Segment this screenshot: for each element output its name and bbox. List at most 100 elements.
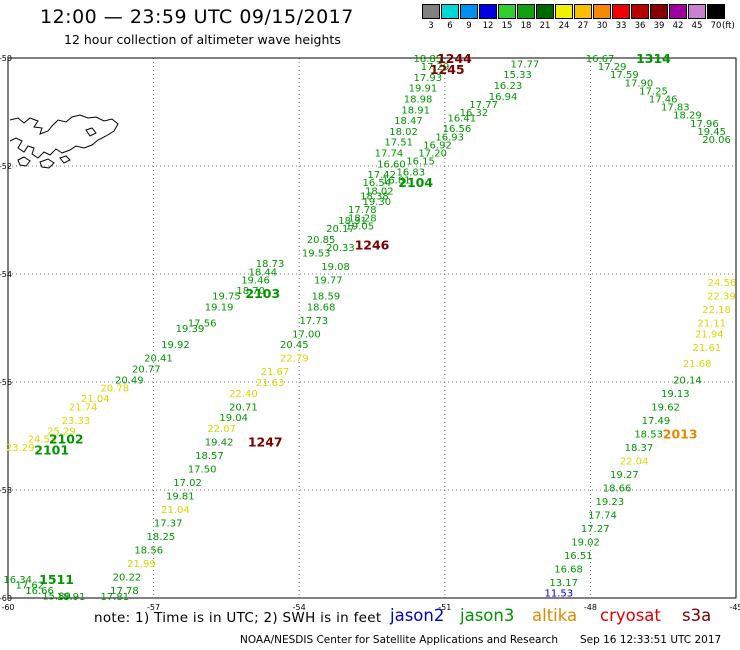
satellite-altika: altika	[532, 606, 578, 625]
wave-height-value: 17.96	[690, 119, 719, 130]
wave-height-value: 17.62	[16, 581, 45, 592]
legend-swatch	[422, 4, 440, 19]
wave-height-value: 19.62	[651, 402, 680, 413]
pass-time-label: 1245	[430, 62, 465, 77]
wave-height-value: 17.74	[588, 510, 617, 521]
wave-height-value: 11.53	[545, 589, 574, 600]
page-subtitle: 12 hour collection of altimeter wave hei…	[64, 32, 341, 47]
wave-height-value: 18.57	[195, 451, 224, 462]
legend-swatch	[441, 4, 459, 19]
wave-height-value: 23.33	[62, 416, 91, 427]
legend-swatch	[631, 4, 649, 19]
wave-height-value: 16.81	[382, 176, 411, 187]
wave-height-value: 25.29	[47, 427, 76, 438]
wave-height-value: 20.17	[326, 224, 355, 235]
legend-value: 70	[710, 21, 722, 31]
wave-height-value: 17.90	[625, 78, 654, 89]
wave-height-value: 19.92	[161, 340, 190, 351]
wave-height-value: 19.23	[595, 497, 624, 508]
wave-height-value: 16.32	[460, 108, 489, 119]
wave-height-value: 22.04	[620, 456, 649, 467]
wave-height-value: 17.25	[639, 86, 668, 97]
wave-height-value: 17.93	[413, 73, 442, 84]
legend-swatch	[688, 4, 706, 19]
wave-height-value: 18.91	[401, 105, 430, 116]
legend-swatch	[536, 4, 554, 19]
wave-height-value: 18.66	[603, 483, 632, 494]
wave-height-value: 17.59	[610, 70, 639, 81]
wave-height-value: 21.04	[81, 394, 110, 405]
wave-height-value: 18.31	[338, 216, 367, 227]
satellite-jason3: jason3	[460, 606, 515, 625]
wave-height-value: 16.15	[406, 157, 435, 168]
wave-height-value: 18.44	[248, 267, 277, 278]
wave-height-value: 19.04	[219, 413, 248, 424]
pass-time-label: 2103	[245, 286, 280, 301]
pass-time-label: 2013	[663, 426, 698, 441]
pass-time-label: 2104	[398, 175, 433, 190]
legend-swatch	[669, 4, 687, 19]
legend-value: 33	[615, 21, 627, 31]
latitude-label: -50	[0, 54, 12, 63]
wave-height-value: 18.25	[147, 532, 176, 543]
latitude-label: -58	[0, 486, 12, 495]
wave-height-value: 21.63	[256, 378, 285, 389]
wave-height-value: 19.02	[571, 537, 600, 548]
longitude-label: -45	[729, 603, 740, 612]
wave-height-value: 16.41	[447, 113, 476, 124]
wave-height-value: 17.29	[598, 62, 627, 73]
page-title: 12:00 — 23:59 UTC 09/15/2017	[40, 6, 354, 28]
legend-value: 39	[653, 21, 665, 31]
wave-height-value: 16.68	[554, 564, 583, 575]
legend-swatch	[517, 4, 535, 19]
latitude-label: -60	[0, 594, 12, 603]
wave-height-value: 16.60	[377, 159, 406, 170]
wave-height-value: 16.23	[494, 81, 523, 92]
wave-height-value: 16.34	[3, 575, 32, 586]
footer-credit: NOAA/NESDIS Center for Satellite Applica…	[240, 634, 558, 646]
wave-height-value: 17.83	[661, 103, 690, 114]
longitude-label: -51	[438, 603, 451, 612]
longitude-label: -54	[293, 603, 306, 612]
wave-height-value: 22.79	[280, 354, 309, 365]
wave-height-value: 20.85	[307, 235, 336, 246]
wave-height-value: 24.56	[708, 278, 737, 289]
legend-value: 42	[672, 21, 684, 31]
longitude-labels: -60 -57 -54 -51 -48 -45	[1, 603, 740, 612]
wave-height-value: 22.07	[207, 424, 236, 435]
wave-height-value: 18.37	[625, 443, 654, 454]
wave-height-value: 16.51	[564, 551, 593, 562]
wave-height-value: 18.59	[312, 292, 341, 303]
wave-height-value: 18.56	[134, 545, 163, 556]
wave-height-value: 19.42	[205, 437, 234, 448]
wave-height-value: 22.39	[707, 292, 736, 303]
pass-time-label: 1511	[39, 572, 74, 587]
wave-height-value: 21.99	[127, 559, 156, 570]
map-grid	[8, 58, 736, 598]
legend-value: 3	[428, 21, 434, 31]
wave-height-value: 13.17	[549, 578, 578, 589]
legend-swatch	[707, 4, 725, 19]
wave-height-value: 18.47	[394, 116, 423, 127]
wave-height-value: 21.67	[261, 367, 290, 378]
latitude-label: -56	[0, 378, 12, 387]
wave-height-value: 21.74	[69, 402, 98, 413]
wave-height-value: 20.33	[326, 243, 355, 254]
pass-time-label: 1247	[248, 434, 283, 449]
latitude-label: -52	[0, 162, 12, 171]
legend-swatch	[650, 4, 668, 19]
wave-height-value: 21.11	[697, 319, 726, 330]
wave-height-value: 15.33	[503, 70, 532, 81]
wave-height-value: 18.98	[404, 95, 433, 106]
wave-height-value: 21.04	[161, 505, 190, 516]
wave-height-value: 17.78	[348, 205, 377, 216]
wave-height-value: 20.45	[280, 340, 309, 351]
footer-timestamp: Sep 16 12:33:51 UTC 2017	[580, 634, 722, 646]
wave-height-value: 21.61	[693, 343, 722, 354]
legend-value: 18	[520, 21, 532, 31]
pass-time-label: 1246	[355, 237, 390, 252]
wave-height-value: 20.14	[673, 375, 702, 386]
legend-value: 6	[447, 21, 453, 31]
wave-height-value: 17.20	[418, 149, 447, 160]
